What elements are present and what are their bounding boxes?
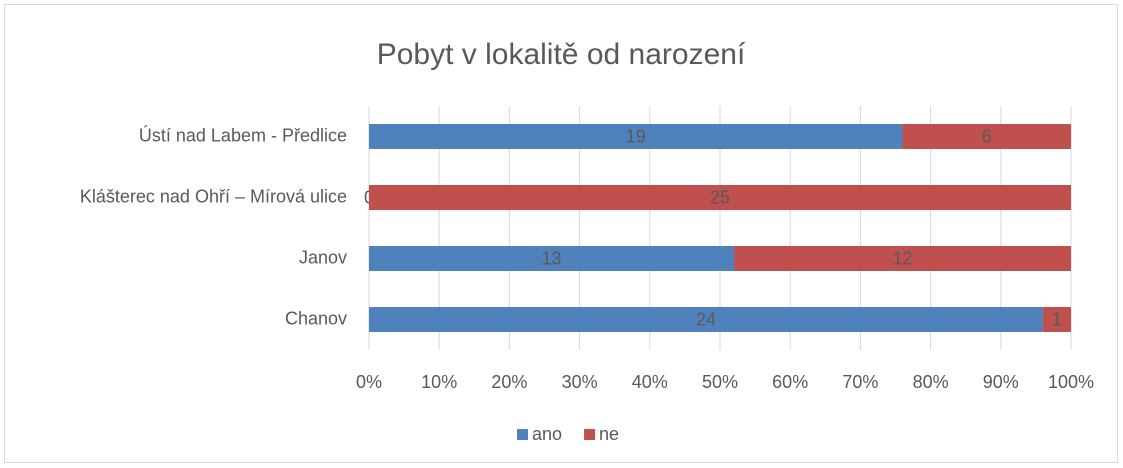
bar-segment (369, 307, 1043, 332)
x-tick-label: 60% (772, 372, 808, 392)
y-tick-label: Chanov (285, 308, 347, 328)
y-tick-label: Janov (299, 247, 347, 267)
x-tick-label: 50% (702, 372, 738, 392)
data-label: 19 (626, 126, 646, 146)
x-tick-label: 30% (562, 372, 598, 392)
bar-segment (369, 246, 735, 271)
x-tick-label: 0% (356, 372, 382, 392)
x-tick-label: 100% (1048, 372, 1094, 392)
x-tick-label: 20% (491, 372, 527, 392)
x-tick-label: 70% (842, 372, 878, 392)
bar-segment (1042, 307, 1071, 332)
legend-swatch (517, 429, 528, 440)
bar-segment (902, 124, 1071, 149)
legend-swatch (584, 429, 596, 440)
data-label: 12 (893, 248, 913, 268)
legend-label: ne (599, 424, 619, 444)
data-label: 25 (710, 187, 730, 207)
bar-segment (734, 246, 1071, 271)
data-label: 1 (1052, 309, 1062, 329)
x-tick-label: 90% (983, 372, 1019, 392)
data-label: 6 (982, 126, 992, 146)
data-label: 13 (542, 248, 562, 268)
x-tick-label: 10% (421, 372, 457, 392)
x-tick-label: 80% (913, 372, 949, 392)
bar-segment (369, 185, 1071, 210)
x-tick-label: 40% (632, 372, 668, 392)
chart-border (4, 4, 1118, 463)
y-tick-label: Klášterec nad Ohří – Mírová ulice (80, 186, 347, 206)
legend-label: ano (532, 424, 562, 444)
y-tick-label: Ústí nad Labem - Předlice (139, 124, 347, 145)
chart-title: Pobyt v lokalitě od narození (377, 38, 746, 71)
data-label: 24 (696, 309, 716, 329)
bar-segment (369, 124, 903, 149)
